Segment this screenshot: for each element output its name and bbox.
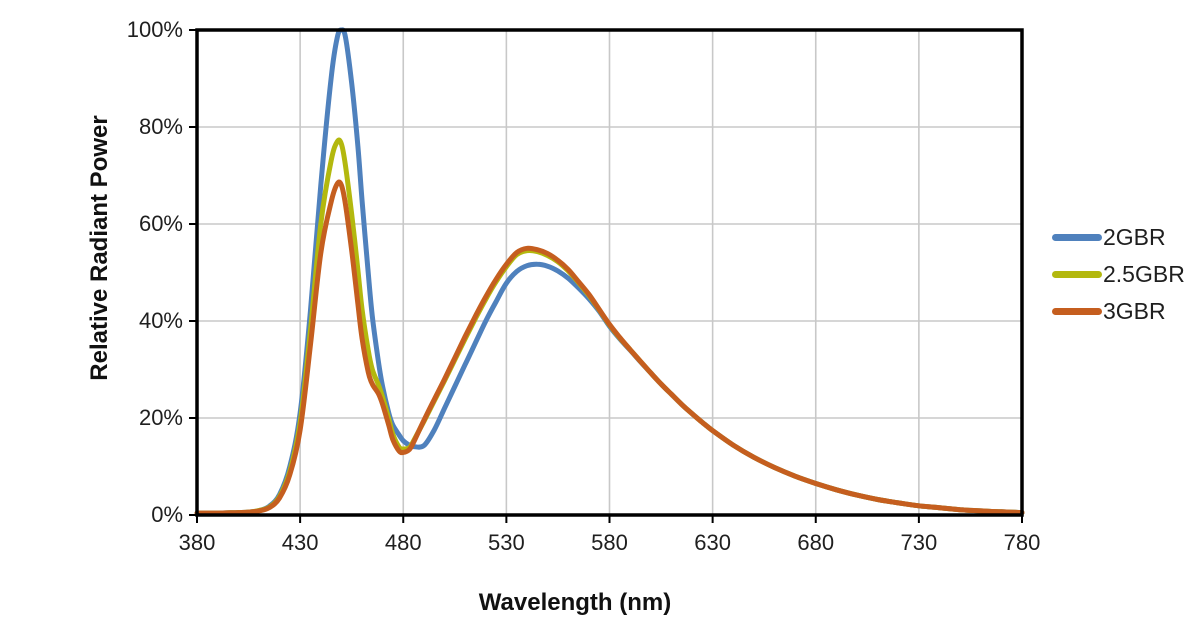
y-tick-label: 80%	[138, 114, 183, 139]
y-tick-label: 60%	[138, 211, 183, 236]
legend-label: 3GBR	[1103, 298, 1166, 324]
x-tick-label: 680	[797, 530, 835, 555]
x-axis-title: Wavelength (nm)	[478, 589, 672, 616]
legend-item-2gbr: 2GBR	[1052, 219, 1185, 256]
legend-item-3gbr: 3GBR	[1052, 293, 1185, 330]
y-axis-title: Relative Radiant Power	[86, 115, 113, 381]
legend-item-2-5gbr: 2.5GBR	[1052, 256, 1185, 293]
x-tick-label: 580	[591, 530, 628, 555]
x-tick-label: 730	[900, 530, 938, 555]
x-tick-label: 380	[178, 530, 216, 555]
legend-label: 2GBR	[1103, 224, 1166, 250]
series-line-3gbr	[194, 179, 1025, 516]
x-tick-label: 480	[384, 530, 422, 555]
y-tick-label: 0%	[151, 502, 183, 527]
legend: 2GBR 2.5GBR 3GBR	[1052, 219, 1185, 330]
x-tick-label: 530	[488, 530, 525, 555]
y-tick-label: 40%	[138, 308, 183, 333]
legend-line-swatch	[1052, 271, 1102, 278]
x-tick-label: 780	[1003, 530, 1041, 555]
x-tick-label: 430	[281, 530, 319, 555]
legend-line-swatch	[1052, 308, 1102, 315]
legend-line-swatch	[1052, 234, 1102, 241]
y-tick-label: 100%	[126, 17, 183, 42]
y-tick-label: 20%	[138, 405, 183, 430]
plot-area	[189, 27, 1025, 523]
x-tick-label: 630	[694, 530, 731, 555]
legend-label: 2.5GBR	[1103, 261, 1185, 287]
